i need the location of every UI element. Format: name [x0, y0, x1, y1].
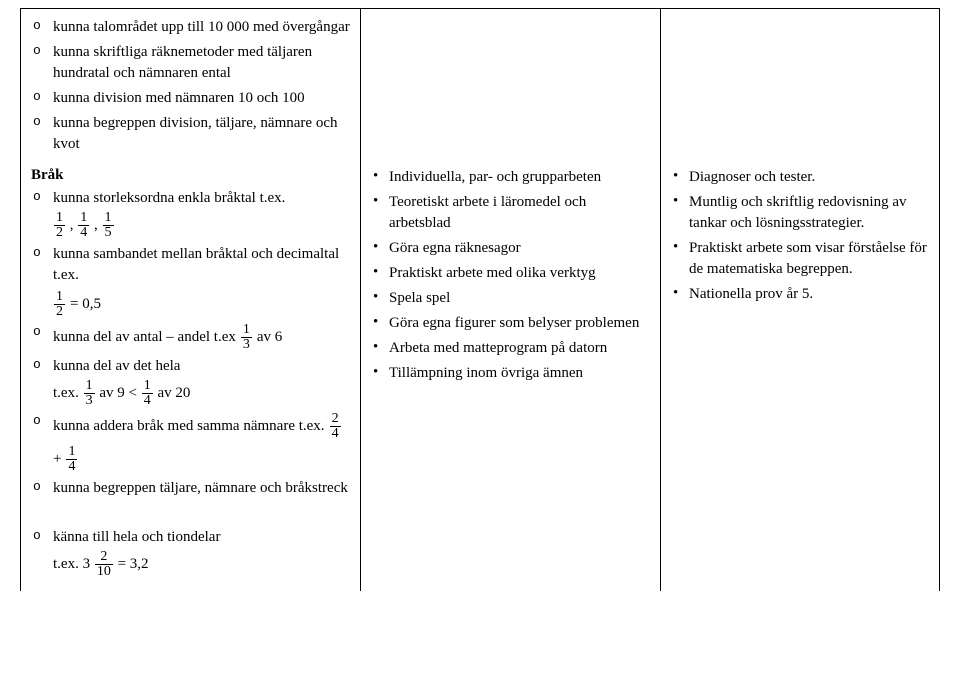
fraction: 15	[103, 211, 114, 240]
fraction: 13	[241, 323, 252, 352]
denominator: 5	[103, 226, 114, 240]
denominator: 10	[95, 565, 113, 579]
text-row: kunna del av antal – andel t.ex 13 av 6	[53, 323, 282, 352]
numerator: 1	[54, 211, 65, 226]
list-item: Muntlig och skriftlig redovisning av tan…	[671, 190, 929, 236]
heading-brak: Bråk	[31, 167, 350, 184]
spacer	[371, 15, 650, 165]
text: av 6	[257, 327, 282, 348]
text: av 20	[157, 385, 190, 401]
list-item: kunna begreppen division, täljare, nämna…	[31, 111, 350, 157]
list-item: Praktiskt arbete som visar förståelse fö…	[671, 236, 929, 282]
numerator: 2	[330, 412, 341, 427]
col1-brak-list: kunna storleksordna enkla bråktal t.ex. …	[31, 186, 350, 501]
list-item: Individuella, par- och grupparbeten	[371, 165, 650, 190]
list-item: kunna skriftliga räknemetoder med täljar…	[31, 40, 350, 86]
list-item: Teoretiskt arbete i läromedel och arbets…	[371, 190, 650, 236]
list-item: kunna del av det hela t.ex. 13 av 9 < 14…	[31, 354, 350, 410]
denominator: 4	[66, 460, 77, 474]
denominator: 4	[142, 394, 153, 408]
text-row: kunna sambandet mellan bråktal och decim…	[53, 244, 350, 319]
sep: ,	[70, 217, 74, 233]
fraction: 14	[78, 211, 89, 240]
denominator: 2	[54, 305, 65, 319]
fraction: 24	[330, 412, 341, 441]
list-item: Praktiskt arbete med olika verktyg	[371, 261, 650, 286]
column-3: Diagnoser och tester. Muntlig och skrift…	[660, 9, 940, 591]
list-item: kunna talområdet upp till 10 000 med öve…	[31, 15, 350, 40]
list-item: Spela spel	[371, 286, 650, 311]
list-item: Göra egna räknesagor	[371, 236, 650, 261]
text: kunna storleksordna enkla bråktal t.ex.	[53, 190, 285, 206]
numerator: 1	[54, 290, 65, 305]
fraction: 12	[54, 211, 65, 240]
numerator: 1	[78, 211, 89, 226]
content-columns: kunna talområdet upp till 10 000 med öve…	[20, 8, 940, 591]
list-item: Nationella prov år 5.	[671, 282, 929, 307]
col3-list: Diagnoser och tester. Muntlig och skrift…	[671, 165, 929, 307]
text: kunna addera bråk med samma nämnare t.ex…	[53, 416, 325, 437]
fraction-row: t.ex. 3 210 = 3,2	[53, 550, 350, 579]
fraction: 13	[84, 379, 95, 408]
numerator: 2	[95, 550, 113, 565]
text: kunna del av antal – andel t.ex	[53, 327, 236, 348]
numerator: 1	[84, 379, 95, 394]
column-1: kunna talområdet upp till 10 000 med öve…	[20, 9, 360, 591]
numerator: 1	[103, 211, 114, 226]
numerator: 1	[241, 323, 252, 338]
list-item: kunna addera bråk med samma nämnare t.ex…	[31, 410, 350, 476]
sep: ,	[94, 217, 98, 233]
spacer	[671, 15, 929, 165]
text: t.ex.	[53, 385, 79, 401]
fraction: 210	[95, 550, 113, 579]
denominator: 3	[84, 394, 95, 408]
list-item: Arbeta med matteprogram på datorn	[371, 336, 650, 361]
col1-top-list: kunna talområdet upp till 10 000 med öve…	[31, 15, 350, 157]
list-item: Tillämpning inom övriga ämnen	[371, 361, 650, 386]
fraction-row: 12 , 14 , 15	[53, 211, 350, 240]
spacer	[31, 509, 350, 525]
list-item: kunna sambandet mellan bråktal och decim…	[31, 242, 350, 321]
text: kunna del av det hela	[53, 358, 180, 374]
column-2: Individuella, par- och grupparbeten Teor…	[360, 9, 660, 591]
list-item: kunna storleksordna enkla bråktal t.ex. …	[31, 186, 350, 242]
fraction: 14	[66, 445, 77, 474]
list-item: kunna begreppen täljare, nämnare och brå…	[31, 476, 350, 501]
text: känna till hela och tiondelar	[53, 529, 220, 545]
text: +	[53, 449, 61, 470]
numerator: 1	[142, 379, 153, 394]
col2-list: Individuella, par- och grupparbeten Teor…	[371, 165, 650, 386]
fraction-row: t.ex. 13 av 9 < 14 av 20	[53, 379, 350, 408]
text: av 9 <	[99, 385, 140, 401]
list-item: kunna division med nämnaren 10 och 100	[31, 86, 350, 111]
fraction: 14	[142, 379, 153, 408]
list-item: känna till hela och tiondelar t.ex. 3 21…	[31, 525, 350, 581]
denominator: 4	[330, 427, 341, 441]
col1-tail-list: känna till hela och tiondelar t.ex. 3 21…	[31, 525, 350, 581]
text: = 3,2	[118, 556, 149, 572]
fraction: 12	[54, 290, 65, 319]
denominator: 3	[241, 338, 252, 352]
text: kunna sambandet mellan bråktal och decim…	[53, 244, 350, 286]
denominator: 2	[54, 226, 65, 240]
text: = 0,5	[70, 294, 101, 315]
list-item: Diagnoser och tester.	[671, 165, 929, 190]
denominator: 4	[78, 226, 89, 240]
list-item: kunna del av antal – andel t.ex 13 av 6	[31, 321, 350, 354]
numerator: 1	[66, 445, 77, 460]
text: t.ex. 3	[53, 556, 90, 572]
text-row: kunna addera bråk med samma nämnare t.ex…	[53, 412, 350, 474]
list-item: Göra egna figurer som belyser problemen	[371, 311, 650, 336]
